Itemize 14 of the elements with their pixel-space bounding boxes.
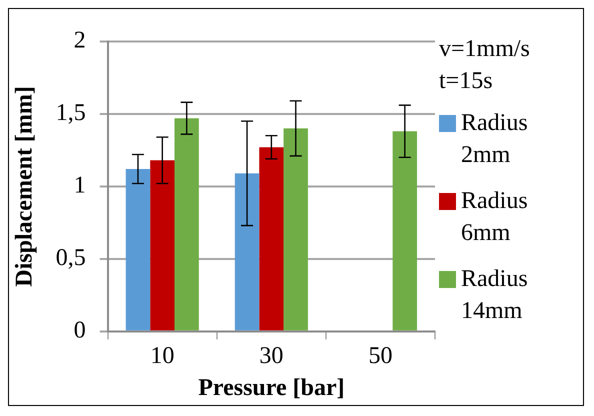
legend-label: Radius 14mm (461, 265, 529, 326)
y-tick-label: 1 (74, 172, 86, 199)
legend-label: Radius 6mm (461, 187, 529, 248)
x-axis-title: Pressure [bar] (198, 374, 345, 401)
y-tick-label: 0,5 (56, 245, 86, 272)
y-axis-title: Displacement [mm] (12, 86, 38, 287)
legend-title: v=1mm/s t=15s (439, 35, 531, 96)
x-tick-label: 50 (368, 343, 392, 370)
legend-label: Radius 2mm (461, 109, 529, 170)
x-tick-label: 10 (150, 343, 174, 370)
y-tick-label: 2 (74, 28, 86, 54)
y-tick-label: 0 (74, 318, 86, 344)
y-tick-label: 1,5 (56, 100, 86, 126)
x-tick-label: 30 (259, 343, 284, 370)
